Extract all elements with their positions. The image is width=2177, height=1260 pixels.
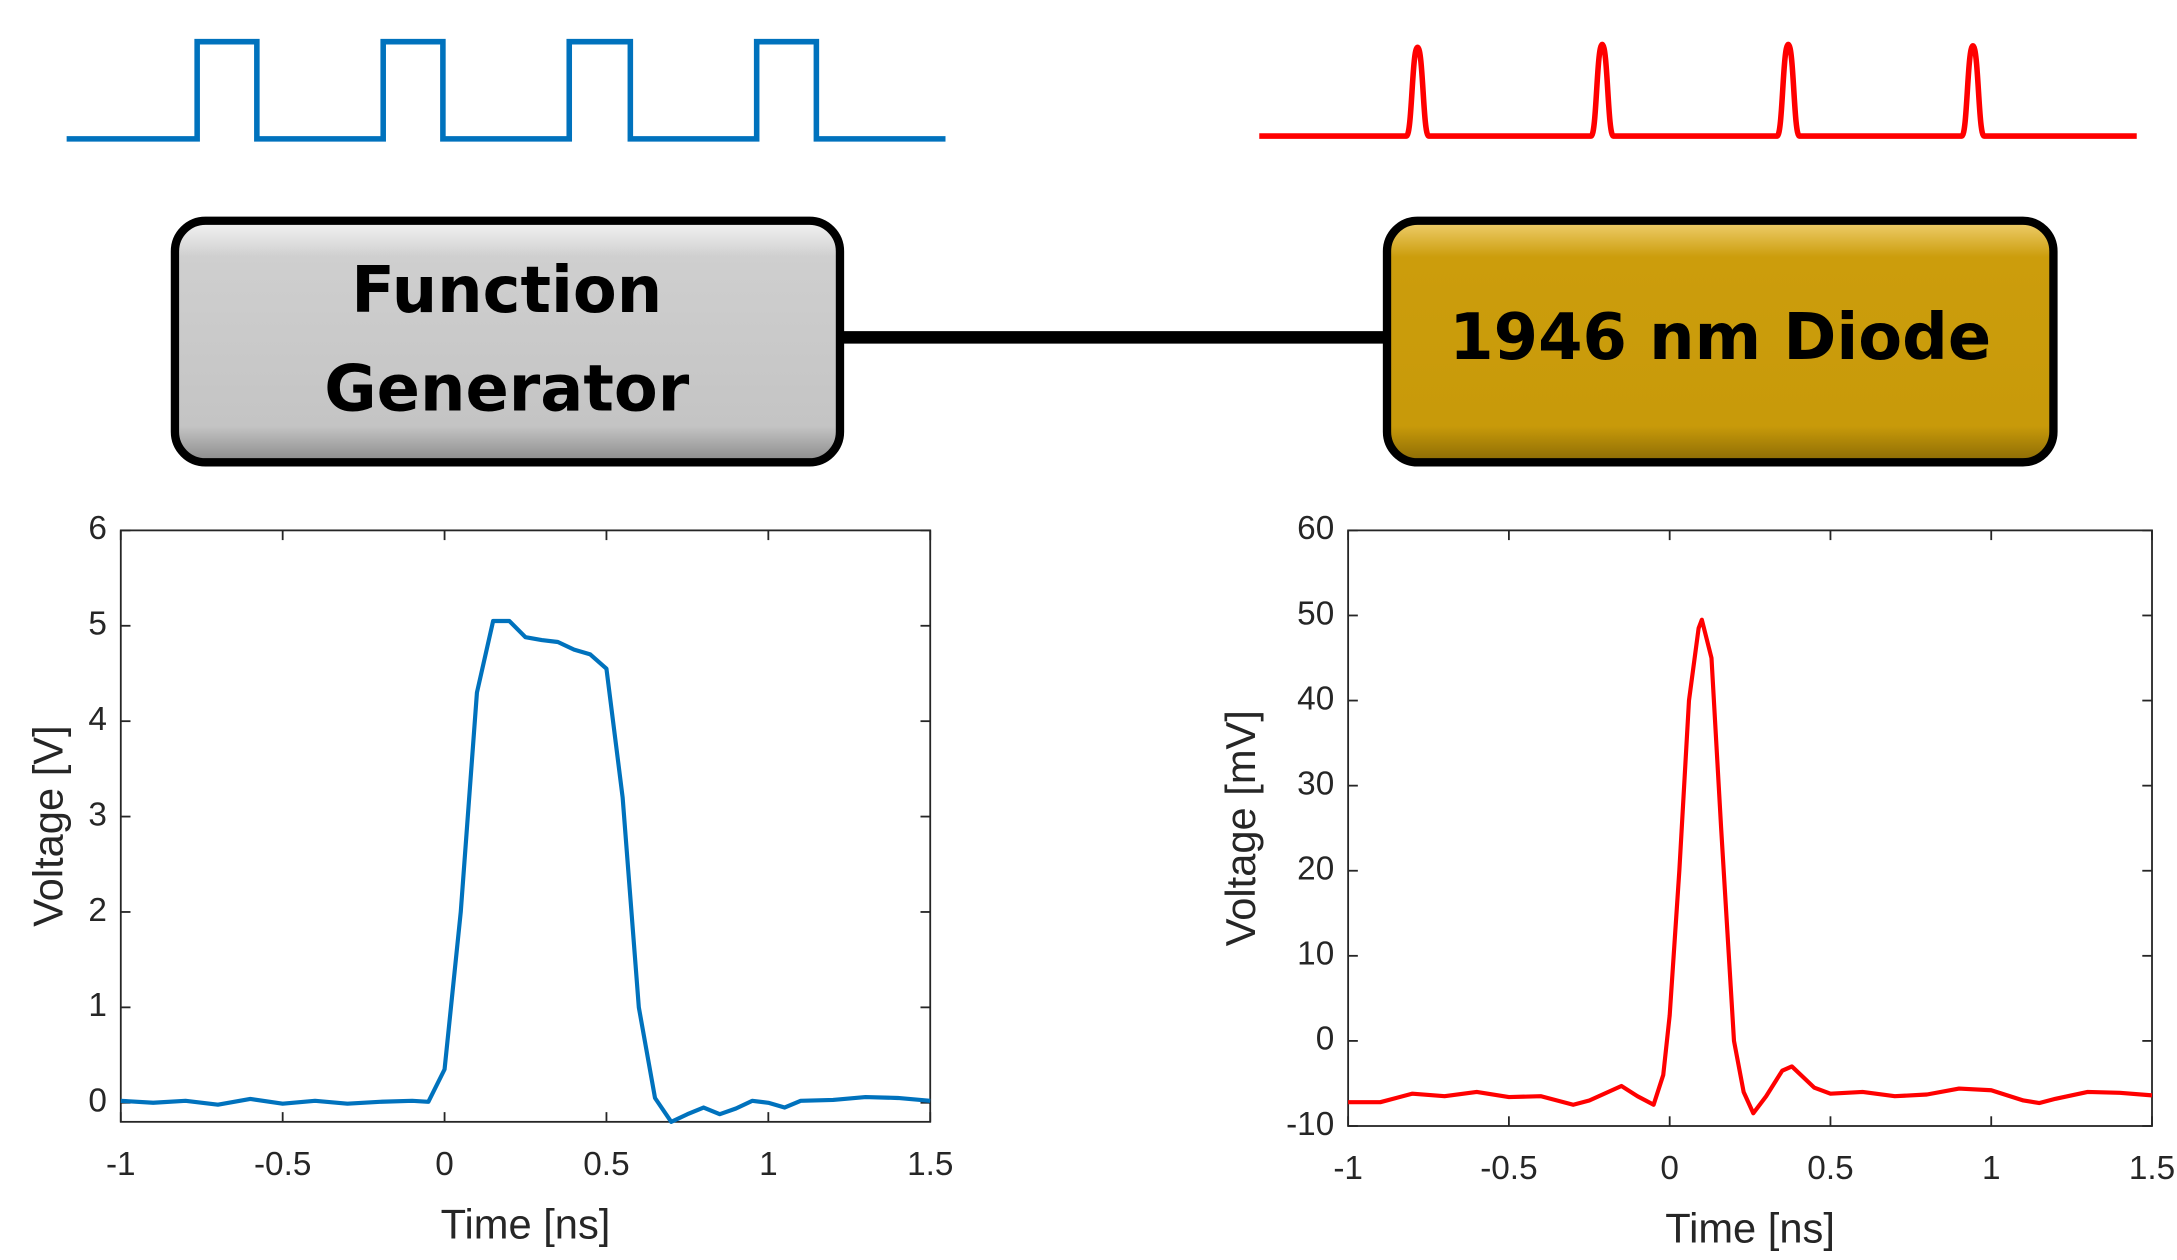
x-tick-label: 0.5 — [1807, 1150, 1853, 1187]
data-line — [1348, 617, 2153, 1116]
y-axis-label: Voltage [mV] — [1217, 710, 1264, 946]
y-tick-label: 0 — [1316, 1021, 1335, 1058]
y-tick-label: 2 — [88, 892, 107, 929]
x-tick-label: 0.5 — [583, 1146, 629, 1183]
x-tick-label: 0 — [1660, 1150, 1679, 1187]
data-line — [120, 618, 931, 1124]
x-tick-label: 1.5 — [2129, 1150, 2175, 1187]
y-tick-label: 60 — [1297, 510, 1334, 547]
box-label: 1946 nm Diode — [1449, 301, 1991, 375]
y-tick-label: 20 — [1297, 851, 1334, 888]
plot-area — [1347, 529, 2153, 1127]
x-tick-label: -1 — [1333, 1150, 1363, 1187]
x-tick-label: -0.5 — [254, 1146, 311, 1183]
box-label: Function — [351, 254, 662, 328]
x-axis-label: Time [ns] — [441, 1200, 611, 1247]
diode-box — [1382, 216, 2058, 467]
square-wave — [66, 38, 946, 142]
y-tick-label: 50 — [1297, 595, 1334, 632]
x-axis-label: Time [ns] — [1665, 1205, 1835, 1252]
y-tick-label: 3 — [88, 796, 107, 833]
function-generator-box — [170, 216, 845, 467]
y-tick-label: 6 — [88, 510, 107, 547]
y-tick-label: 40 — [1297, 680, 1334, 717]
y-tick-label: 30 — [1297, 765, 1334, 802]
plot-area — [119, 529, 932, 1123]
y-tick-label: 0 — [88, 1083, 107, 1120]
x-tick-label: 1.5 — [907, 1146, 953, 1183]
spike-wave — [1259, 41, 2137, 139]
x-tick-label: 0 — [435, 1146, 454, 1183]
y-tick-label: 4 — [88, 701, 107, 738]
y-tick-label: -10 — [1286, 1106, 1334, 1143]
x-tick-label: -0.5 — [1480, 1150, 1537, 1187]
box-label: Generator — [324, 353, 689, 427]
y-tick-label: 1 — [88, 987, 107, 1024]
x-tick-label: -1 — [106, 1146, 136, 1183]
y-tick-label: 5 — [88, 606, 107, 643]
y-tick-label: 10 — [1297, 936, 1334, 973]
x-tick-label: 1 — [759, 1146, 778, 1183]
y-axis-label: Voltage [V] — [24, 725, 71, 926]
x-tick-label: 1 — [1982, 1150, 2001, 1187]
